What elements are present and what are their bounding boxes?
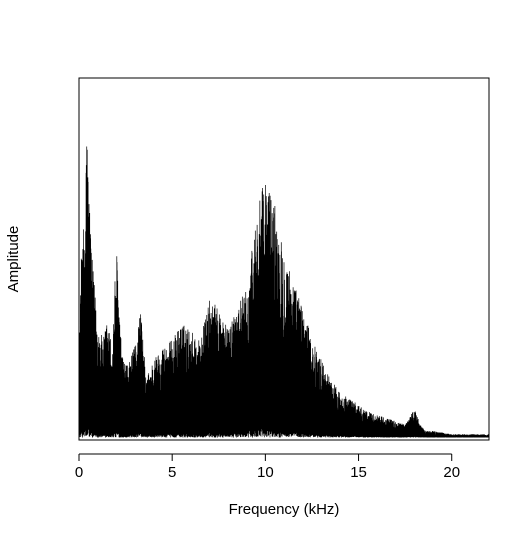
spectrum-signal (78, 146, 490, 438)
x-axis-title: Frequency (kHz) (229, 501, 340, 518)
x-tick-label: 0 (75, 464, 83, 481)
spectrum-line (78, 146, 490, 438)
x-tick-label: 10 (257, 464, 274, 481)
y-axis-title: Amplitude (5, 226, 22, 293)
x-axis: 0 5 10 15 20 (75, 453, 460, 481)
plot-frame (78, 77, 490, 441)
x-tick-label: 5 (168, 464, 176, 481)
x-tick-label: 20 (443, 464, 460, 481)
x-tick-label: 15 (350, 464, 367, 481)
